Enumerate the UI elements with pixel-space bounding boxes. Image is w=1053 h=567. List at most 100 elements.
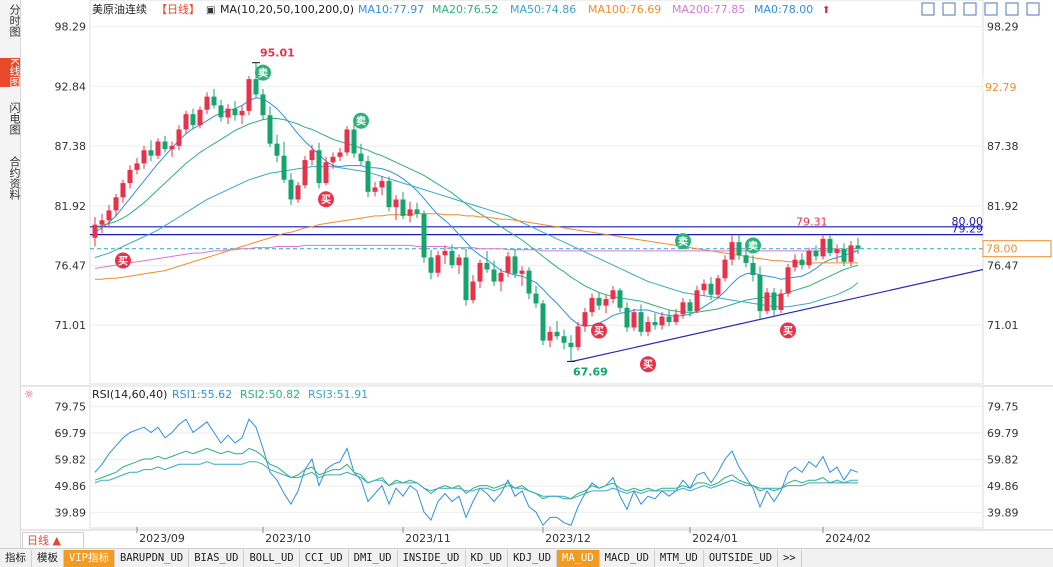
- rsi-value-0: RSI1:55.62: [172, 388, 232, 401]
- zoom-in-icon[interactable]: [963, 2, 977, 16]
- toolbar-item-boll-ud[interactable]: BOLL_UD: [244, 549, 300, 567]
- toolbar-item-dmi-ud[interactable]: DMI_UD: [349, 549, 398, 567]
- candle-body: [183, 114, 189, 130]
- toolbar-item--[interactable]: 模板: [32, 549, 64, 567]
- candle-body: [456, 257, 462, 266]
- buy-signal-label: 买: [783, 325, 793, 337]
- price-tick-right: 98.29: [987, 21, 1019, 34]
- period-selector[interactable]: 日线 ▲: [22, 532, 84, 549]
- candle-body: [512, 256, 518, 274]
- candle-body: [393, 199, 399, 208]
- toolbar-item-ma-ud[interactable]: MA_UD: [557, 549, 600, 567]
- candle-body: [617, 290, 623, 308]
- chart-canvas: 98.2992.8487.3881.9276.4771.0198.2992.84…: [20, 0, 1053, 545]
- zoom-out-icon[interactable]: [984, 2, 998, 16]
- candle-body: [736, 242, 742, 256]
- buy-signal-icon: [115, 252, 131, 269]
- candle-body: [757, 274, 763, 312]
- buy-signal-label: 买: [118, 256, 128, 268]
- current-price-tag: 78.00: [986, 243, 1018, 256]
- candle-body: [519, 270, 525, 274]
- toolbar-item-mtm-ud[interactable]: MTM_UD: [655, 549, 704, 567]
- rsi-value-2: RSI3:51.91: [308, 388, 368, 401]
- toolbar-item-kd-ud[interactable]: KD_UD: [466, 549, 509, 567]
- price-tick-left: 71.01: [55, 319, 87, 332]
- candle-body: [834, 248, 840, 254]
- rsi-settings-icon[interactable]: ☼: [24, 388, 34, 401]
- ma-line-ma100: [95, 213, 858, 280]
- candle-body: [239, 110, 245, 116]
- sell-signal-label: 卖: [748, 239, 758, 252]
- candle-body: [568, 342, 574, 348]
- period-tag: 【日线】: [156, 2, 200, 16]
- candle-body: [533, 293, 539, 304]
- rsi-tick-left: 79.75: [55, 401, 87, 414]
- ma-line-ma20: [94, 118, 859, 313]
- candle-body: [848, 245, 854, 262]
- candle-body: [498, 272, 504, 282]
- toolbar-item-inside-ud[interactable]: INSIDE_UD: [398, 549, 466, 567]
- candle-body: [267, 115, 273, 144]
- candle-body: [379, 180, 385, 188]
- rsi-tick-left: 49.86: [55, 480, 87, 493]
- candle-body: [309, 150, 315, 161]
- candle-body: [155, 141, 161, 156]
- side-tab-0[interactable]: 分时图: [8, 4, 21, 37]
- candle-body: [638, 312, 644, 332]
- candle-body: [414, 209, 420, 214]
- candle-body: [449, 250, 455, 266]
- sell-signal-label: 卖: [678, 235, 688, 248]
- toolbar-item--[interactable]: 指标: [0, 549, 32, 567]
- candle-body: [477, 262, 483, 282]
- buy-signal-icon: [640, 356, 656, 373]
- candle-body: [743, 255, 749, 263]
- sell-signal-label: 卖: [356, 115, 366, 128]
- price-tick-right: 76.47: [987, 259, 1019, 272]
- candle-body: [484, 262, 490, 270]
- settings-icon[interactable]: [1026, 2, 1040, 16]
- toolbar-item-macd-ud[interactable]: MACD_UD: [600, 549, 655, 567]
- ma-arrow-icon: ⬆: [822, 5, 830, 16]
- toolbar-item-barupdn-ud[interactable]: BARUPDN_UD: [115, 549, 190, 567]
- rsi-line-rsi1: [94, 418, 859, 527]
- side-tab-3[interactable]: 合约资料: [8, 156, 21, 200]
- candle-body: [624, 307, 630, 328]
- toolbar-item-vip-[interactable]: VIP指标: [64, 549, 115, 567]
- date-tick-label: 2024/01: [692, 532, 738, 545]
- buy-signal-icon: [780, 322, 796, 339]
- rsi-line-rsi2: [94, 447, 858, 500]
- ma-settings-icon[interactable]: ▣: [206, 5, 215, 16]
- candle-body: [589, 297, 595, 313]
- side-tab-2[interactable]: 闪电图: [8, 102, 21, 135]
- candle-body: [260, 94, 266, 116]
- sell-signal-icon: [745, 237, 761, 254]
- fullscreen-icon[interactable]: [921, 2, 935, 16]
- side-tab-1[interactable]: K线图: [0, 58, 21, 88]
- candle-body: [302, 160, 308, 186]
- candle-body: [330, 156, 336, 163]
- toolbar-item--[interactable]: >>: [778, 549, 802, 567]
- ma-line-ma50: [94, 166, 859, 308]
- support-trendline: [571, 268, 984, 363]
- candle-body: [806, 250, 812, 266]
- toolbar-item-cci-ud[interactable]: CCI_UD: [300, 549, 349, 567]
- ma-value-2: MA50:74.86: [510, 3, 576, 16]
- candle-body: [582, 312, 588, 327]
- toolbar-item-outside-ud[interactable]: OUTSIDE_UD: [704, 549, 779, 567]
- price-tick-left: 92.84: [55, 80, 87, 93]
- ma-tag-bg: [983, 78, 1023, 93]
- candle-body: [491, 269, 497, 282]
- pan-icon[interactable]: [942, 2, 956, 16]
- candle-body: [253, 79, 259, 95]
- toolbar-item-bias-ud[interactable]: BIAS_UD: [189, 549, 245, 567]
- candle-body: [463, 257, 469, 301]
- label-7929: 79.29: [952, 223, 984, 236]
- price-tick-right: 71.01: [987, 319, 1019, 332]
- candle-body: [421, 213, 427, 258]
- grid-icon[interactable]: [1005, 2, 1019, 16]
- candle-body: [92, 224, 98, 238]
- low-label: 67.69: [573, 365, 608, 378]
- candle-body: [442, 250, 448, 256]
- buy-signal-label: 买: [321, 194, 331, 206]
- toolbar-item-kdj-ud[interactable]: KDJ_UD: [508, 549, 558, 567]
